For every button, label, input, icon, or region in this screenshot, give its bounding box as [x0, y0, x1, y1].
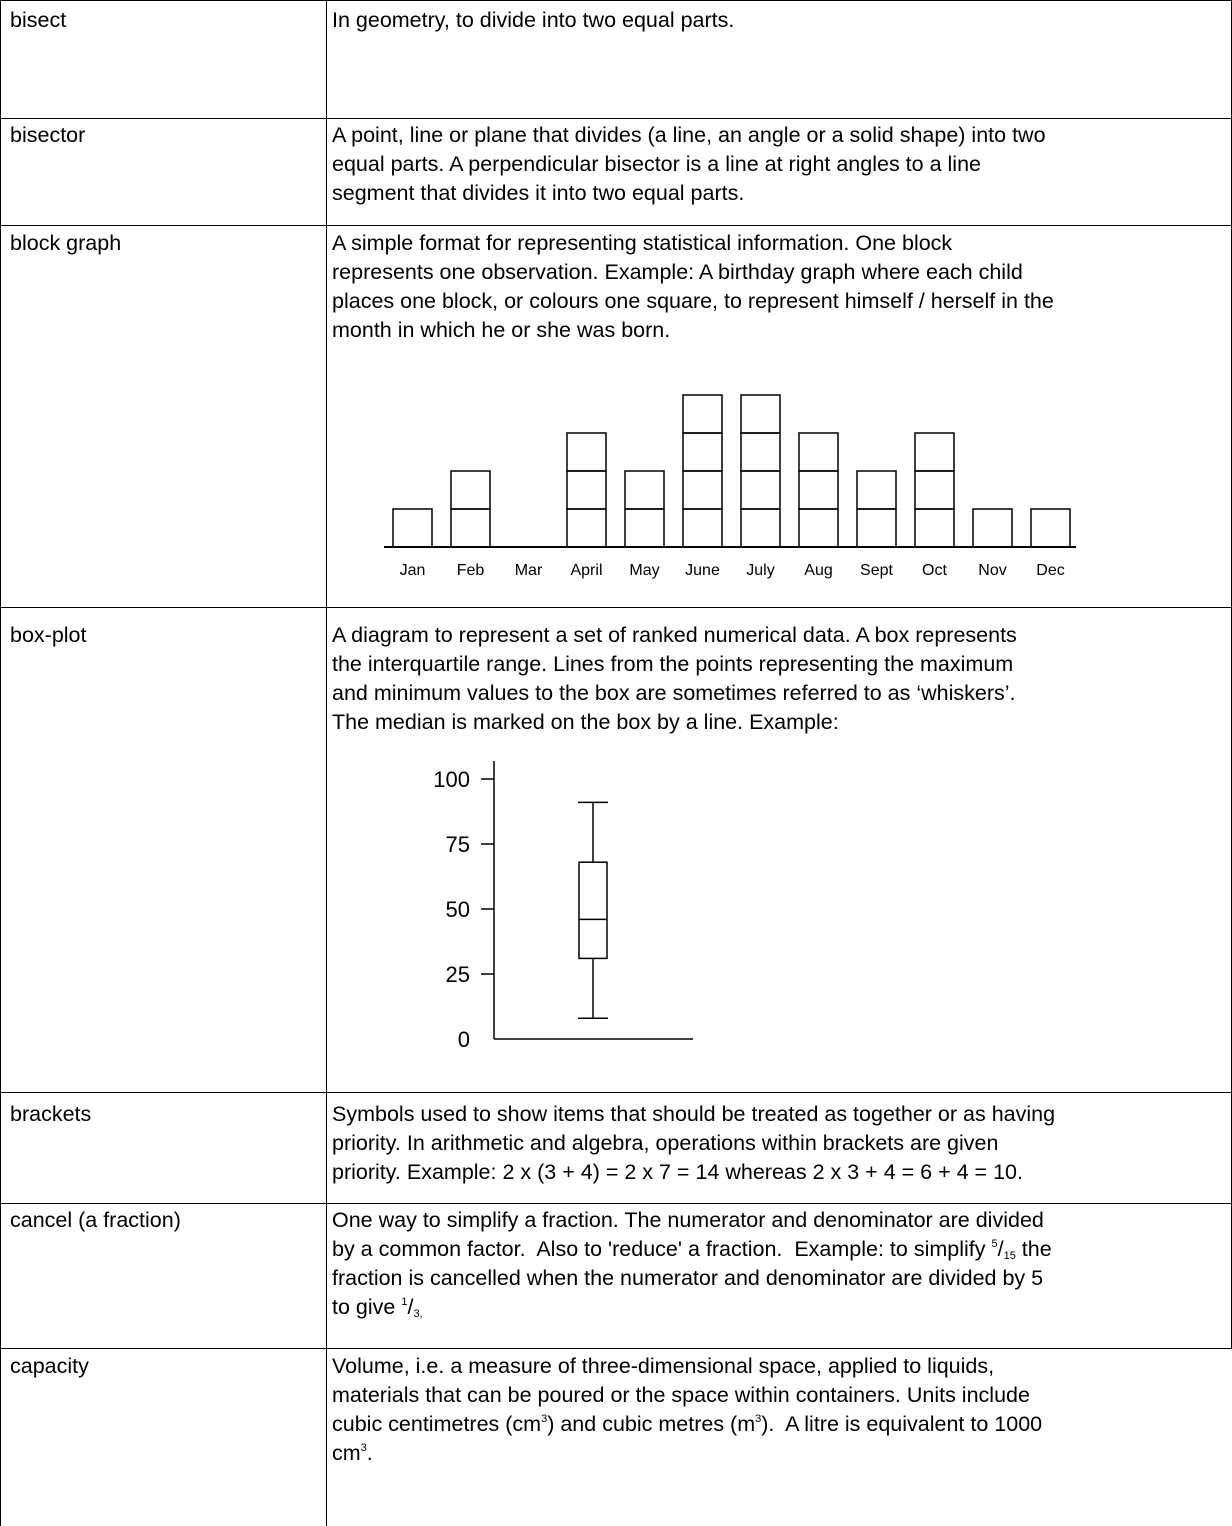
y-tick-label: 50: [446, 897, 470, 922]
term-brackets: brackets: [10, 1102, 92, 1126]
fraction-five-fifteenths: 5/15: [991, 1237, 1016, 1262]
definition-cancel-line: to give 1/3,: [332, 1293, 1227, 1322]
text-fragment: by a common factor. Also to 'reduce' a f…: [332, 1237, 992, 1261]
term-cancel: cancel (a fraction): [10, 1208, 181, 1232]
term-block-graph: block graph: [10, 231, 122, 255]
fraction-numerator: 5: [991, 1238, 998, 1250]
exponent: 3: [541, 1413, 548, 1425]
fraction-denominator: 15: [1003, 1250, 1016, 1262]
row-divider: [0, 607, 1232, 608]
definition-capacity-line: cm3.: [332, 1439, 1227, 1468]
definition-cancel: One way to simplify a fraction. The nume…: [332, 1206, 1227, 1322]
block-aug-3: [798, 432, 839, 472]
definition-box-plot: A diagram to represent a set of ranked n…: [332, 623, 1017, 734]
text-fragment: .: [366, 1441, 373, 1465]
definition-capacity-line: materials that can be poured or the spac…: [332, 1383, 1030, 1407]
row-divider: [0, 118, 1232, 119]
definition-cancel-line: fraction is cancelled when the numerator…: [332, 1266, 1044, 1290]
term-box-plot: box-plot: [10, 623, 87, 647]
row-divider: [0, 1203, 1232, 1204]
block-feb-2: [450, 470, 491, 510]
text-fragment: the: [1015, 1237, 1052, 1261]
month-label: June: [685, 562, 720, 579]
month-label: Sept: [860, 562, 893, 579]
month-label: May: [629, 562, 659, 579]
fraction-denominator: 3,: [413, 1308, 423, 1320]
text-fragment: to give: [332, 1295, 402, 1319]
definition-bisector: A point, line or plane that divides (a l…: [332, 123, 1046, 205]
month-label: April: [570, 562, 602, 579]
left-border: [0, 0, 1, 1526]
text-fragment: ) and cubic metres (m: [547, 1412, 756, 1436]
fraction-one-third: 1/3,: [401, 1295, 423, 1320]
block-jan-1: [392, 508, 433, 548]
block-nov-1: [972, 508, 1013, 548]
y-tick-label: 0: [458, 1027, 470, 1052]
month-label: Feb: [457, 562, 485, 579]
interquartile-box: [578, 861, 608, 960]
definition-capacity: Volume, i.e. a measure of three-dimensio…: [332, 1352, 1227, 1468]
definition-capacity-line: cubic centimetres (cm3) and cubic metres…: [332, 1410, 1227, 1439]
month-label: July: [746, 562, 774, 579]
definition-capacity-line: Volume, i.e. a measure of three-dimensio…: [332, 1354, 995, 1378]
text-fragment: cm: [332, 1441, 361, 1465]
month-label: Mar: [515, 562, 543, 579]
definition-cancel-line: One way to simplify a fraction. The nume…: [332, 1208, 1044, 1232]
row-divider: [0, 225, 1232, 226]
month-label: Oct: [922, 562, 947, 579]
text-fragment: cubic centimetres (cm: [332, 1412, 542, 1436]
month-label: Aug: [804, 562, 832, 579]
block-may-2: [624, 470, 665, 510]
exponent: 3: [360, 1442, 367, 1454]
term-capacity: capacity: [10, 1354, 89, 1378]
y-tick-label: 75: [446, 832, 470, 857]
block-dec-1: [1030, 508, 1071, 548]
term-bisector: bisector: [10, 123, 86, 147]
month-label: Jan: [400, 562, 426, 579]
column-divider: [326, 0, 327, 1526]
block-june-4: [682, 394, 723, 434]
definition-block-graph: A simple format for representing statist…: [332, 231, 1054, 342]
row-divider: [0, 1092, 1232, 1093]
row-divider: [0, 0, 1232, 1]
definition-cancel-line: by a common factor. Also to 'reduce' a f…: [332, 1235, 1227, 1264]
block-july-4: [740, 394, 781, 434]
definition-brackets: Symbols used to show items that should b…: [332, 1102, 1056, 1184]
month-label: Dec: [1036, 562, 1064, 579]
row-divider: [0, 1348, 1232, 1349]
exponent: 3: [755, 1413, 762, 1425]
y-tick-label: 25: [446, 962, 470, 987]
month-label: Nov: [978, 562, 1006, 579]
term-bisect: bisect: [10, 8, 67, 32]
block-oct-3: [914, 432, 955, 472]
fraction-numerator: 1: [401, 1296, 408, 1308]
block-april-3: [566, 432, 607, 472]
text-fragment: ). A litre is equivalent to 1000: [761, 1412, 1043, 1436]
block-sept-2: [856, 470, 897, 510]
definition-bisect: In geometry, to divide into two equal pa…: [332, 8, 735, 32]
y-tick-label: 100: [433, 767, 470, 792]
